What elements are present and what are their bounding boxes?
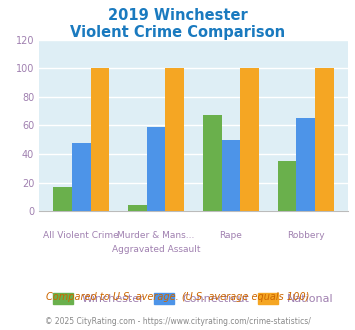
Bar	[53, 187, 72, 211]
Text: 2019 Winchester: 2019 Winchester	[108, 8, 247, 23]
Bar	[72, 143, 91, 211]
Bar	[165, 68, 184, 211]
Bar	[91, 68, 109, 211]
Bar	[315, 68, 334, 211]
Text: Murder & Mans...: Murder & Mans...	[118, 231, 195, 240]
Legend: Winchester, Connecticut, National: Winchester, Connecticut, National	[49, 289, 338, 309]
Text: Rape: Rape	[219, 231, 242, 240]
Text: Compared to U.S. average. (U.S. average equals 100): Compared to U.S. average. (U.S. average …	[46, 292, 309, 302]
Text: © 2025 CityRating.com - https://www.cityrating.com/crime-statistics/: © 2025 CityRating.com - https://www.city…	[45, 317, 310, 326]
Bar	[296, 118, 315, 211]
Text: Robbery: Robbery	[287, 231, 324, 240]
Bar	[147, 127, 165, 211]
Text: Violent Crime Comparison: Violent Crime Comparison	[70, 25, 285, 40]
Bar	[278, 161, 296, 211]
Text: All Violent Crime: All Violent Crime	[43, 231, 119, 240]
Text: Aggravated Assault: Aggravated Assault	[112, 245, 200, 253]
Bar	[203, 115, 222, 211]
Bar	[240, 68, 259, 211]
Bar	[128, 206, 147, 211]
Bar	[222, 140, 240, 211]
